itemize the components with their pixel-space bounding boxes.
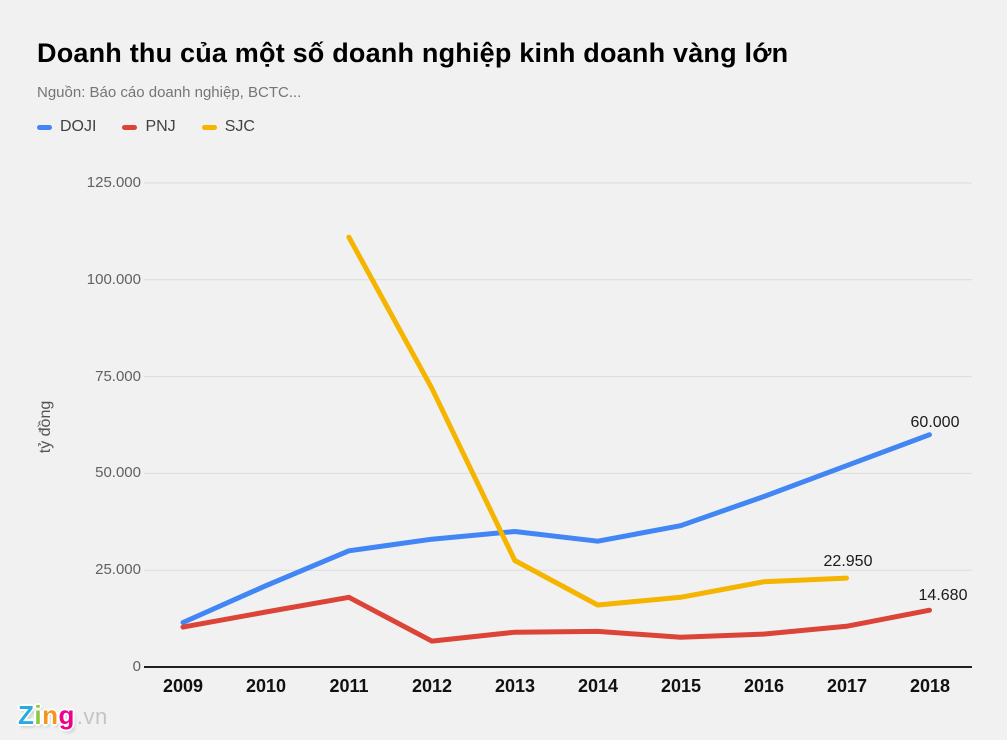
series-line-pnj — [180, 594, 932, 644]
logo-letter-z: Z — [18, 700, 35, 730]
x-tick-2014: 2014 — [577, 676, 619, 696]
data-label-sjc-2017: 22.950 — [823, 553, 873, 570]
chart-title: Doanh thu của một số doanh nghiệp kinh d… — [37, 38, 789, 68]
x-tick-2013: 2013 — [494, 676, 536, 696]
x-tick-2015: 2015 — [660, 676, 702, 696]
y-tick-75000: 75.000 — [95, 368, 141, 385]
logo-letter-i: i — [34, 700, 43, 730]
logo-letter-n: n — [42, 700, 59, 730]
legend-item-doji: DOJI — [37, 118, 96, 136]
legend-label-sjc: SJC — [224, 118, 255, 135]
doji-swatch-icon — [37, 124, 52, 130]
logo-letter-g: g — [58, 700, 75, 730]
sjc-swatch-icon — [201, 124, 217, 130]
y-tick-125000: 125.000 — [86, 174, 141, 191]
x-tick-2012: 2012 — [411, 676, 453, 696]
legend-label-pnj: PNJ — [145, 118, 176, 135]
legend-label-doji: DOJI — [60, 118, 97, 135]
legend-item-sjc: SJC — [201, 118, 255, 136]
legend-item-pnj: PNJ — [122, 118, 176, 136]
pnj-swatch-icon — [122, 124, 138, 130]
series-line-sjc — [346, 234, 849, 608]
x-tick-2016: 2016 — [743, 676, 785, 696]
legend: DOJI PNJ SJC — [37, 118, 255, 136]
y-tick-25000: 25.000 — [95, 561, 141, 578]
data-label-doji-2018: 60.000 — [910, 414, 960, 431]
y-tick-0: 0 — [132, 658, 141, 675]
x-tick-2009: 2009 — [162, 676, 204, 696]
x-tick-2010: 2010 — [245, 676, 287, 696]
series-line-doji — [180, 432, 932, 625]
chart-source: Nguồn: Báo cáo doanh nghiệp, BCTC... — [37, 84, 302, 101]
y-tick-100000: 100.000 — [86, 271, 141, 288]
data-label-pnj-2018: 14.680 — [918, 587, 968, 604]
y-tick-50000: 50.000 — [95, 464, 141, 481]
logo-suffix: .vn — [76, 704, 108, 729]
x-tick-2011: 2011 — [329, 676, 369, 696]
x-tick-2017: 2017 — [826, 676, 868, 696]
y-axis-title: tỷ đồng — [37, 400, 54, 454]
x-tick-2018: 2018 — [909, 676, 951, 696]
